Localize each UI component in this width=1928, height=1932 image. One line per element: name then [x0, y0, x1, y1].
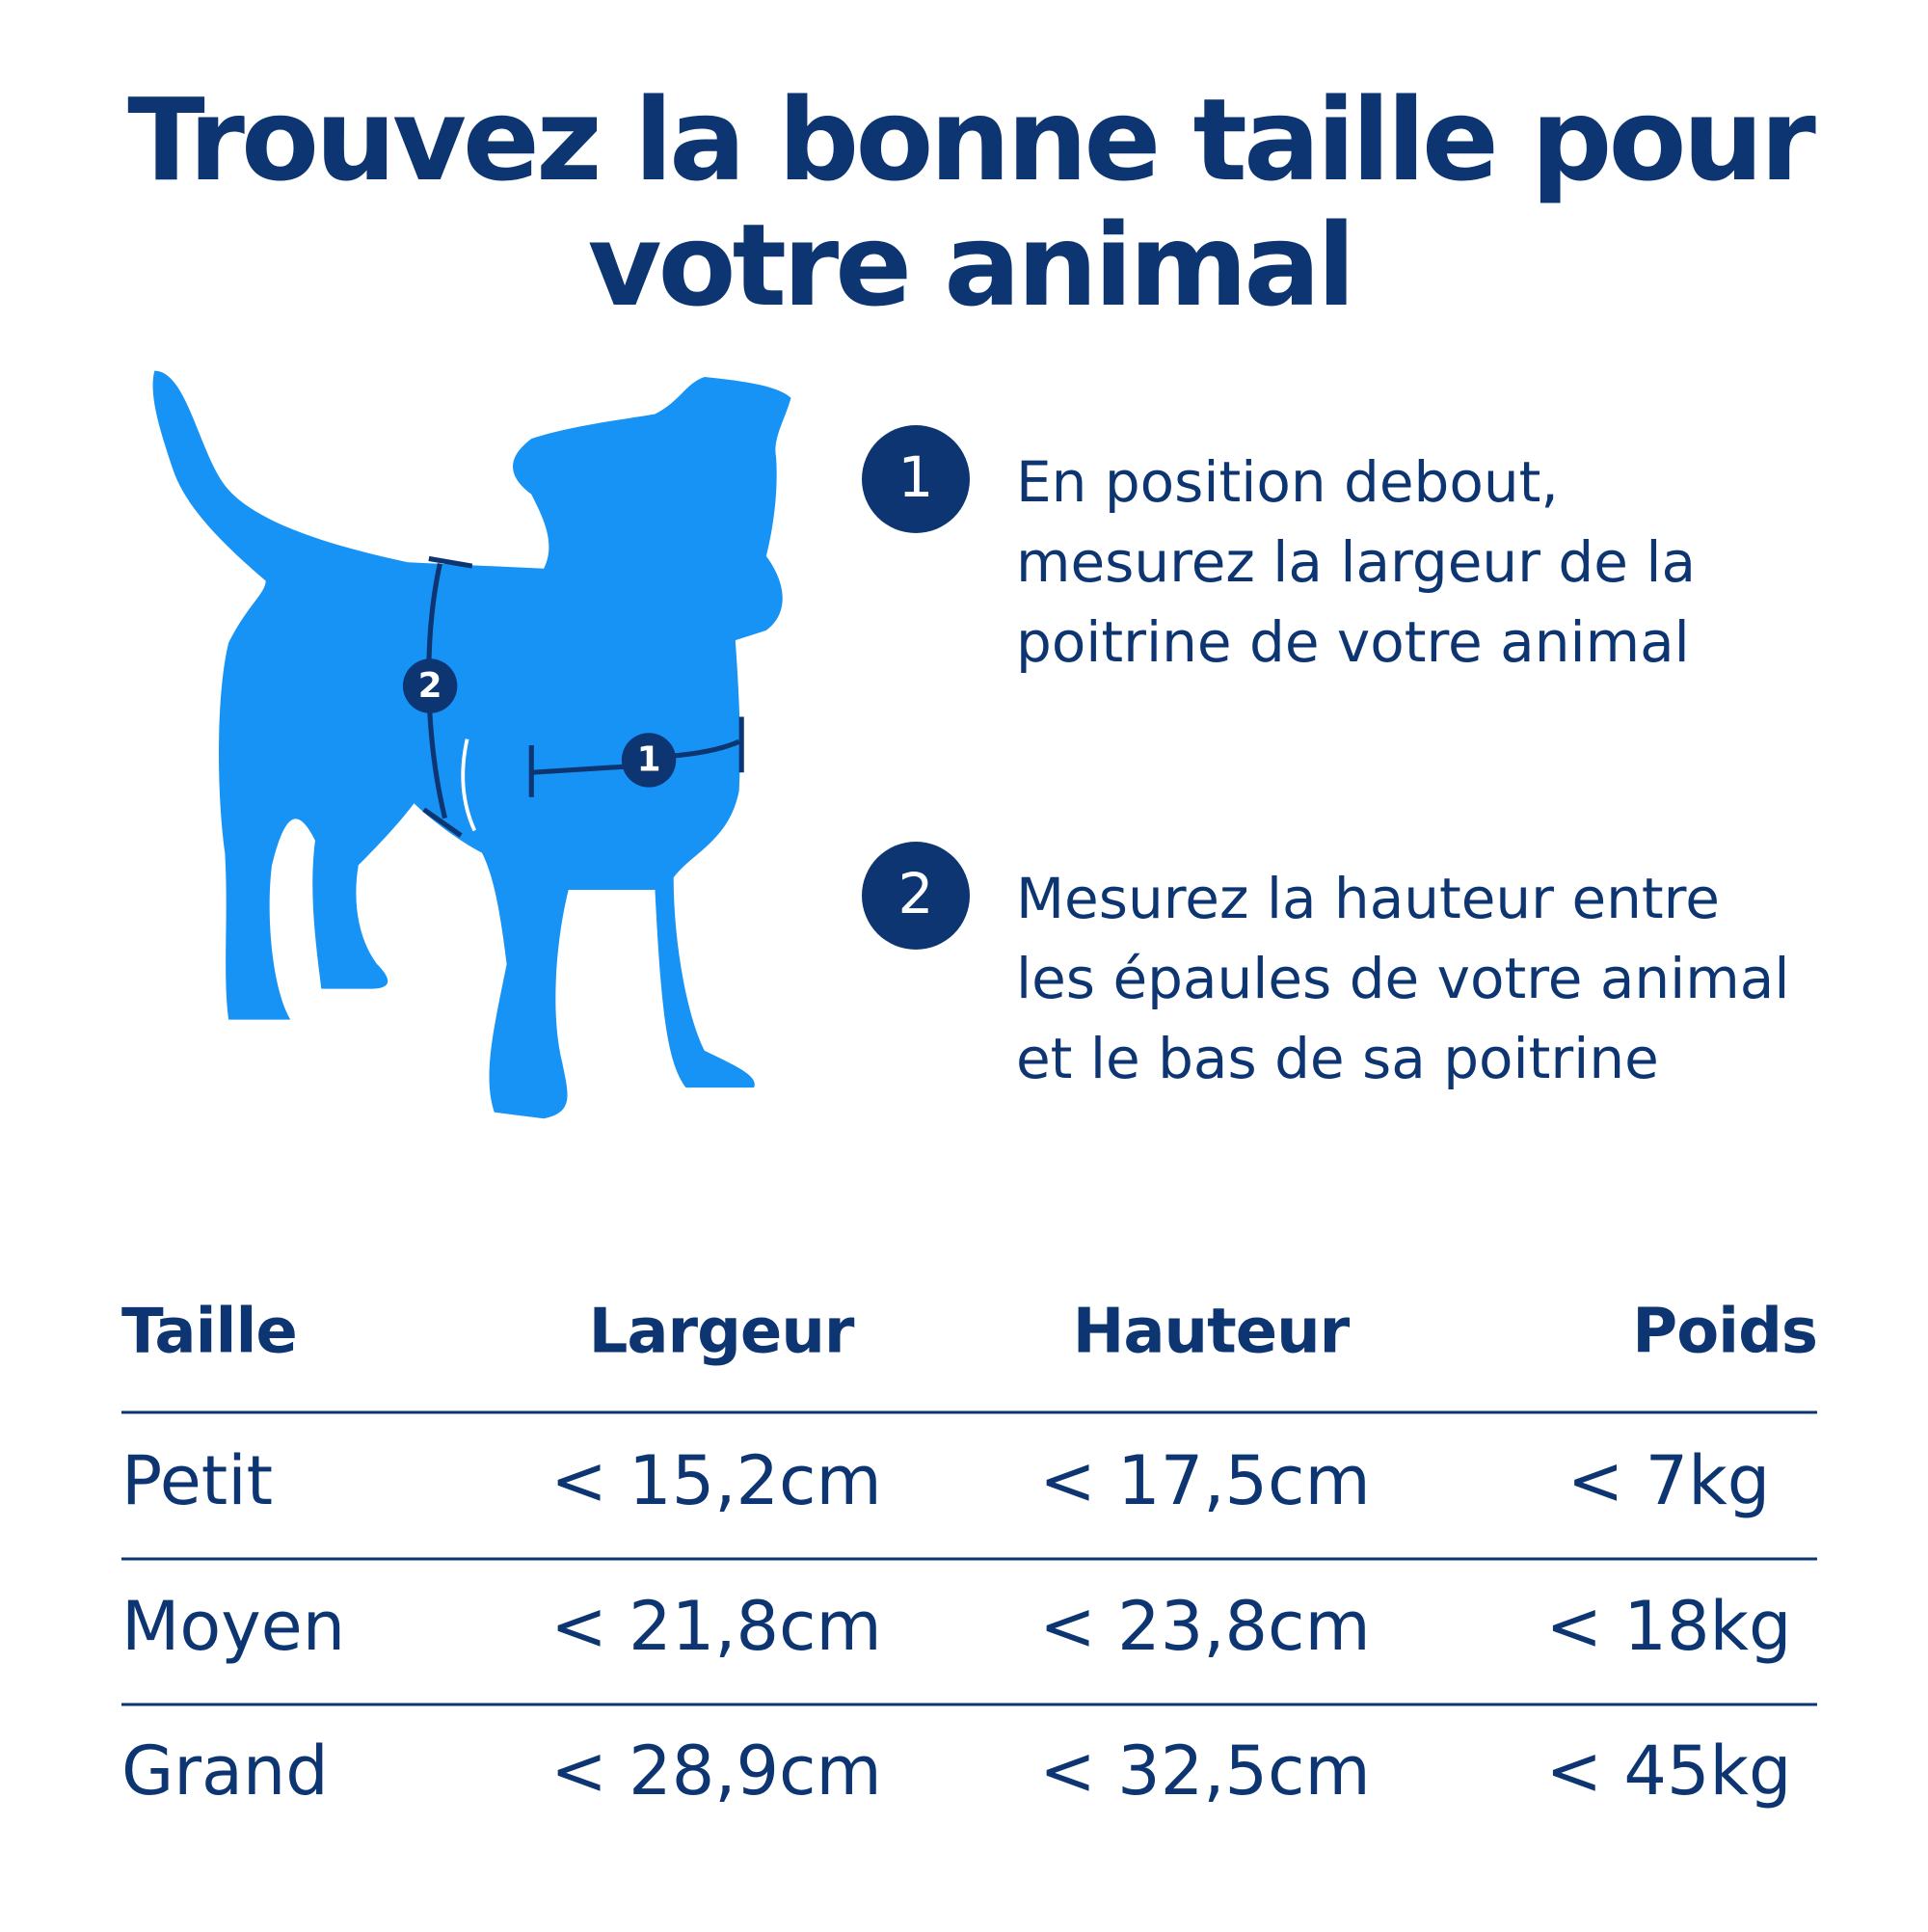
size-table: Taille Largeur Hauteur Poids Petit < 15,2cm < … [121, 1297, 1818, 1811]
step-badge [862, 842, 970, 950]
dog-silhouette [152, 370, 791, 1119]
marker-number: 2 [418, 666, 442, 706]
table-cell: < 23,8cm [1039, 1587, 1370, 1666]
step-text: En position debout, [1016, 449, 1559, 515]
highlight [461, 738, 477, 832]
table-cell: < 18kg [1546, 1587, 1792, 1666]
table-cell: < 45kg [1546, 1731, 1792, 1811]
marker [621, 733, 677, 788]
column-header: Poids [1632, 1297, 1817, 1368]
column-header: Largeur [589, 1297, 855, 1368]
steps: 1 En position debout, mesurez la largeur d… [862, 425, 1789, 1091]
measure-width [528, 716, 744, 797]
marker [402, 658, 458, 713]
step-number: 2 [898, 861, 934, 926]
column-header: Hauteur [1073, 1297, 1351, 1368]
table-cell: Grand [121, 1731, 329, 1811]
dog-illustration: 2 1 [152, 370, 791, 1119]
step-text: et le bas de sa poitrine [1016, 1026, 1659, 1091]
column-header: Taille [121, 1297, 297, 1368]
step-badge [862, 425, 970, 533]
title-line: votre animal [588, 199, 1352, 332]
table-cell: Moyen [121, 1587, 345, 1666]
step-number: 1 [898, 444, 934, 510]
table-cell: < 17,5cm [1039, 1441, 1370, 1520]
table-cell: < 7kg [1567, 1441, 1770, 1520]
table-cell: < 15,2cm [550, 1441, 881, 1520]
table-cell: < 32,5cm [1039, 1731, 1370, 1811]
table-cell: < 21,8cm [550, 1587, 881, 1666]
step-text: les épaules de votre animal [1016, 946, 1789, 1011]
marker-number: 1 [637, 740, 661, 780]
step-text: poitrine de votre animal [1016, 609, 1690, 675]
table-cell: Petit [121, 1441, 273, 1520]
step-text: Mesurez la hauteur entre [1016, 866, 1720, 931]
title-line: Trouvez la bonne taille pour [127, 73, 1815, 206]
table-cell: < 28,9cm [550, 1731, 881, 1811]
step-text: mesurez la largeur de la [1016, 529, 1696, 595]
